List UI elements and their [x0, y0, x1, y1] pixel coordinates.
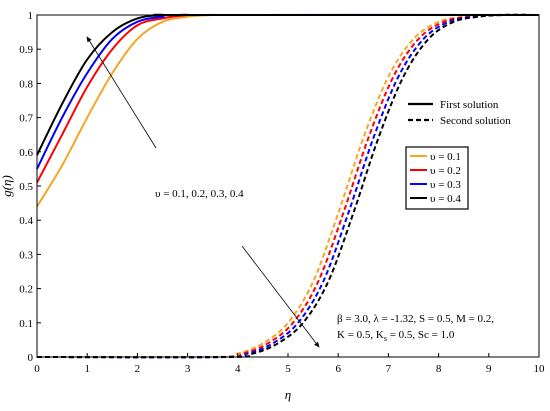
y-tick-label: 0.4	[19, 215, 33, 227]
y-tick-label: 1	[28, 10, 34, 22]
y-tick-label: 0.8	[19, 78, 33, 90]
x-tick-label: 10	[534, 363, 546, 375]
second-solution-curve-0.4	[36, 13, 540, 359]
legend-label-0.2: υ = 0.2	[430, 165, 461, 177]
x-tick-label: 2	[135, 363, 141, 375]
y-tick-label: 0.3	[19, 249, 33, 261]
y-tick-label: 0.1	[19, 318, 33, 330]
y-tick-label: 0.5	[19, 181, 33, 193]
y-tick-label: 0.9	[19, 44, 33, 56]
annotation-parameter-values: υ = 0.1, 0.2, 0.3, 0.4	[155, 188, 244, 200]
first-solution-curve-0.3	[36, 13, 540, 170]
y-tick-label: 0.7	[19, 113, 33, 125]
y-tick-label: 0.2	[19, 284, 33, 296]
x-tick-label: 7	[386, 363, 392, 375]
x-axis-label: η	[285, 387, 291, 402]
x-tick-label: 9	[486, 363, 492, 375]
legend-second-solution-label: Second solution	[440, 115, 511, 127]
first-solution-curve-0.4	[36, 13, 539, 156]
second-solution-curve-0.1	[36, 13, 540, 359]
annotation-fixed-parameters-line1: β = 3.0, λ = -1.32, S = 0.5, M = 0.2,	[337, 313, 494, 325]
x-tick-label: 8	[436, 363, 442, 375]
x-axis: 0 1 2 3 4 5 6 7 8 9 10	[34, 353, 545, 375]
y-axis: 0 0.1 0.2 0.3 0.4 0.5 0.6 0.7 0.8 0.9 1	[19, 10, 41, 364]
y-axis-label: g(η)	[0, 175, 14, 197]
legend-label-0.4: υ = 0.4	[430, 193, 461, 205]
x-tick-label: 3	[185, 363, 191, 375]
annotation-fixed-parameters-line2: K = 0.5, Ks = 0.5, Sc = 1.0	[337, 329, 455, 343]
x-tick-label: 6	[335, 363, 341, 375]
legend-first-solution-label: First solution	[440, 99, 499, 111]
legend-label-0.1: υ = 0.1	[430, 151, 461, 163]
x-tick-label: 0	[34, 363, 40, 375]
legend-label-0.3: υ = 0.3	[430, 179, 461, 191]
trend-arrow-second	[241, 245, 320, 348]
x-tick-label: 1	[84, 363, 90, 375]
solution-legend: First solution Second solution	[408, 99, 511, 127]
parameter-legend: υ = 0.1 υ = 0.2 υ = 0.3 υ = 0.4	[405, 146, 469, 210]
x-tick-label: 4	[235, 363, 241, 375]
trend-arrow-first	[86, 36, 157, 149]
y-tick-label: 0	[28, 352, 34, 364]
x-tick-label: 5	[285, 363, 291, 375]
y-tick-label: 0.6	[19, 147, 33, 159]
